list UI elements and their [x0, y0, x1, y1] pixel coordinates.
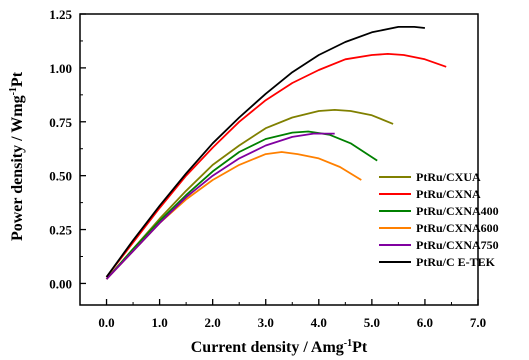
legend-label: PtRu/CXNA750: [416, 238, 499, 252]
legend-label: PtRu/CXNA400: [416, 204, 499, 218]
x-tick-label: 3.0: [258, 315, 274, 330]
y-tick-label: 0.25: [49, 223, 72, 238]
x-axis: 0.0 1.0 2.0 3.0 4.0 5.0 6.0 7.0: [98, 299, 486, 330]
x-tick-label: 5.0: [364, 315, 380, 330]
legend-label: PtRu/CXNA600: [416, 221, 499, 235]
y-tick-label: 1.00: [49, 61, 72, 76]
x-axis-title: Current density / Amg-1Pt: [191, 338, 368, 356]
y-tick-label: 1.25: [49, 7, 72, 22]
series-line-3: [105, 151, 362, 280]
x-tick-label: 1.0: [151, 315, 167, 330]
series-line-4: [105, 132, 335, 280]
legend-label: PtRu/CXNA: [416, 187, 481, 201]
legend-label: PtRu/CXUA: [416, 170, 481, 184]
legend-label: PtRu/C E-TEK: [416, 255, 496, 269]
x-tick-label: 7.0: [470, 315, 486, 330]
series-line-5: [105, 26, 425, 278]
y-tick-label: 0.50: [49, 169, 72, 184]
x-tick-label: 2.0: [205, 315, 221, 330]
y-tick-label: 0.75: [49, 115, 72, 130]
x-tick-label: 4.0: [311, 315, 327, 330]
x-tick-label: 6.0: [417, 315, 433, 330]
plot-frame: [79, 13, 479, 306]
series-lines: [105, 26, 447, 280]
legend: PtRu/CXUA PtRu/CXNA PtRu/CXNA400 PtRu/CXNA6…: [379, 170, 499, 269]
y-tick-label: 0.00: [49, 276, 72, 291]
x-tick-label: 0.0: [98, 315, 114, 330]
series-line-2: [105, 130, 378, 280]
y-axis-title: Power density / Wmg-1Pt: [8, 71, 26, 241]
series-line-1: [105, 53, 447, 278]
y-axis: 0.00 0.25 0.50 0.75 1.00 1.25: [49, 7, 86, 291]
series-line-0: [105, 109, 394, 280]
